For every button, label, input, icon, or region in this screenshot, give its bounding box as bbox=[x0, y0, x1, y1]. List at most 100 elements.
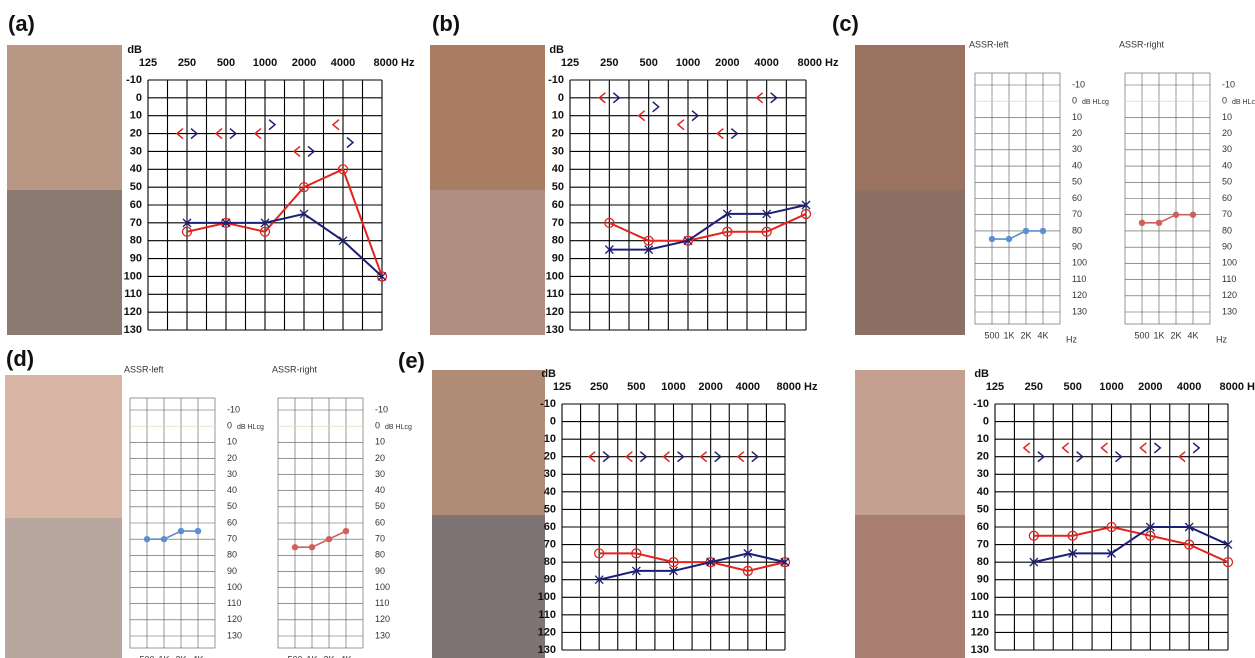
marker-bone-left bbox=[1063, 443, 1069, 453]
x-tick-label: 2K bbox=[1170, 330, 1181, 340]
marker-bone-left bbox=[1024, 443, 1030, 453]
y-tick-label: 110 bbox=[1072, 274, 1086, 284]
y-axis-label: dB bbox=[127, 44, 142, 56]
marker-dot bbox=[989, 236, 995, 242]
y-unit: dB HLcg bbox=[237, 424, 264, 431]
x-tick-label: 500 bbox=[1063, 381, 1081, 393]
y-tick-label: 90 bbox=[375, 566, 385, 576]
y-tick-label: 20 bbox=[552, 127, 564, 139]
chart: -100dB HLcg10203040506070809010011012013… bbox=[969, 39, 1109, 344]
y-tick-label: 70 bbox=[1222, 209, 1232, 219]
y-tick-label: 130 bbox=[124, 324, 142, 336]
y-tick-label: 120 bbox=[124, 306, 142, 318]
x-tick-label: 500 bbox=[984, 330, 999, 340]
y-tick-label: 120 bbox=[227, 614, 242, 624]
x-tick-label: 8000 Hz bbox=[1220, 381, 1255, 393]
y-tick-label: 10 bbox=[544, 433, 556, 445]
y-tick-label: -10 bbox=[227, 404, 240, 414]
marker-bone-left bbox=[678, 120, 684, 130]
y-tick-label: 60 bbox=[977, 521, 989, 533]
y-tick-label: 70 bbox=[977, 538, 989, 550]
photo bbox=[7, 190, 122, 335]
y-tick-label: 30 bbox=[375, 469, 385, 479]
y-tick-label: 80 bbox=[1072, 225, 1082, 235]
y-tick-label: 0 bbox=[983, 415, 989, 427]
marker-dot bbox=[1040, 228, 1046, 234]
x-tick-label: 500 bbox=[287, 654, 302, 658]
y-tick-label: 50 bbox=[544, 503, 556, 515]
y-tick-label: 20 bbox=[375, 453, 385, 463]
y-tick-label: 10 bbox=[977, 433, 989, 445]
y-tick-label: 50 bbox=[552, 181, 564, 193]
y-tick-label: 0 bbox=[136, 92, 142, 104]
y-tick-label: 130 bbox=[227, 630, 242, 640]
y-tick-label: 40 bbox=[227, 485, 237, 495]
y-tick-label: 60 bbox=[544, 521, 556, 533]
y-tick-label: 50 bbox=[1222, 177, 1232, 187]
photos bbox=[5, 45, 965, 658]
x-tick-label: 4K bbox=[1037, 330, 1048, 340]
y-tick-label: 130 bbox=[1222, 306, 1237, 316]
y-tick-label: -10 bbox=[540, 398, 556, 410]
y-tick-label: 20 bbox=[1222, 128, 1232, 138]
marker-dot bbox=[1006, 236, 1012, 242]
y-tick-label: 80 bbox=[977, 556, 989, 568]
y-tick-label: 130 bbox=[375, 630, 390, 640]
photo bbox=[855, 190, 965, 335]
y-tick-label: 30 bbox=[227, 469, 237, 479]
y-tick-label: 40 bbox=[977, 486, 989, 498]
y-tick-label: 40 bbox=[1222, 160, 1232, 170]
y-tick-label: 50 bbox=[375, 501, 385, 511]
x-tick-label: 125 bbox=[553, 381, 571, 393]
y-tick-label: 30 bbox=[544, 468, 556, 480]
x-tick-label: 1K bbox=[1153, 330, 1164, 340]
x-tick-label: 1000 bbox=[661, 381, 685, 393]
y-tick-label: -10 bbox=[1222, 79, 1235, 89]
photo bbox=[430, 45, 545, 190]
y-tick-label: 120 bbox=[1072, 290, 1087, 300]
y-tick-label: 50 bbox=[977, 503, 989, 515]
y-tick-label: 20 bbox=[977, 451, 989, 463]
x-tick-label: 2000 bbox=[698, 381, 722, 393]
chart-title: ASSR-right bbox=[1119, 39, 1165, 49]
panel-label: (b) bbox=[432, 11, 460, 36]
y-tick-label: 80 bbox=[544, 556, 556, 568]
x-tick-label: 1000 bbox=[253, 57, 277, 69]
chart: -100102030405060708090100110120130125250… bbox=[538, 368, 818, 656]
x-tick-label: 125 bbox=[139, 57, 157, 69]
marker-dot bbox=[195, 528, 201, 534]
y-tick-label: 110 bbox=[546, 288, 564, 300]
y-tick-label: 100 bbox=[124, 270, 142, 282]
photo bbox=[432, 515, 545, 658]
y-tick-label: 130 bbox=[546, 324, 564, 336]
panel-label: (e) bbox=[398, 348, 425, 373]
photo bbox=[855, 370, 965, 515]
marker-bone-right bbox=[1154, 443, 1160, 453]
y-tick-label: 40 bbox=[130, 163, 142, 175]
x-tick-label: 8000 Hz bbox=[798, 57, 839, 69]
x-tick-label: 2K bbox=[323, 654, 334, 658]
y-tick-label: 40 bbox=[544, 486, 556, 498]
chart-title: ASSR-left bbox=[124, 364, 164, 374]
x-tick-label: 250 bbox=[600, 57, 618, 69]
x-tick-label: 4K bbox=[340, 654, 351, 658]
y-tick-label: 30 bbox=[130, 145, 142, 157]
marker-dot bbox=[161, 536, 167, 542]
y-tick-label: 50 bbox=[1072, 177, 1082, 187]
x-tick-label: 1K bbox=[1003, 330, 1014, 340]
y-tick-label: 120 bbox=[538, 626, 556, 638]
photo bbox=[5, 375, 122, 518]
panel-label: (d) bbox=[6, 346, 34, 371]
y-tick-label: 20 bbox=[1072, 128, 1082, 138]
y-tick-label: 120 bbox=[971, 626, 989, 638]
marker-bone-left bbox=[1140, 443, 1146, 453]
marker-dot bbox=[343, 528, 349, 534]
y-tick-label: 90 bbox=[130, 252, 142, 264]
marker-dot bbox=[1173, 212, 1179, 218]
marker-dot bbox=[1190, 212, 1196, 218]
x-tick-label: 4K bbox=[192, 654, 203, 658]
y-tick-label: 70 bbox=[375, 534, 385, 544]
y-tick-label: 10 bbox=[552, 110, 564, 122]
y-tick-label: 80 bbox=[552, 235, 564, 247]
